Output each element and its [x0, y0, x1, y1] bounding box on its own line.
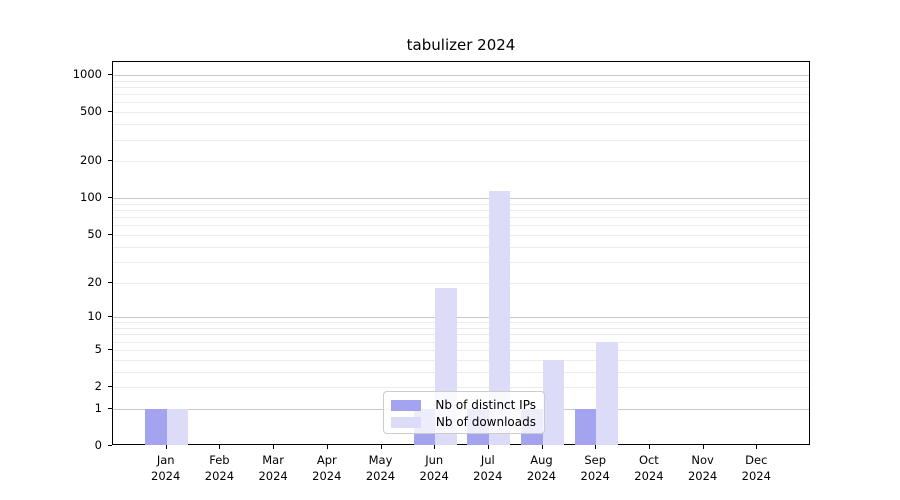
x-tick: [702, 445, 704, 449]
gridline: [113, 87, 809, 88]
y-axis-tick-label: 0: [94, 438, 102, 452]
y-tick: [108, 348, 112, 350]
bar-jul-downloads: [488, 190, 511, 445]
x-tick: [326, 445, 328, 449]
x-axis-tick-label: Feb 2024: [204, 453, 235, 483]
x-tick: [541, 445, 543, 449]
gridline: [113, 198, 809, 200]
y-tick: [108, 74, 112, 75]
bar-aug-downloads: [542, 359, 564, 445]
gridline: [113, 124, 809, 126]
x-tick: [648, 445, 650, 449]
gridline: [113, 203, 809, 205]
legend-entry-downloads: Nb of downloads: [391, 414, 536, 430]
x-axis-tick-label: Nov 2024: [687, 453, 718, 483]
y-tick: [108, 281, 112, 283]
y-tick: [108, 111, 112, 113]
gridline: [113, 102, 809, 104]
gridline: [113, 359, 809, 361]
gridline: [113, 349, 809, 351]
x-axis-tick-label: Apr 2024: [312, 453, 342, 483]
bar-jan-downloads: [166, 408, 189, 445]
y-tick: [108, 233, 112, 235]
legend-swatch-downloads: [391, 416, 421, 428]
legend-swatch-distinct-ips: [391, 399, 421, 411]
legend-label-downloads: Nb of downloads: [435, 415, 536, 429]
gridline: [113, 225, 809, 227]
x-axis-tick-label: Jan 2024: [151, 453, 181, 483]
x-axis-tick-label: May 2024: [365, 453, 396, 483]
x-tick: [219, 445, 221, 449]
gridline: [113, 341, 809, 343]
bar-jan-distinct-ips: [145, 408, 167, 445]
gridline: [113, 139, 809, 141]
y-axis-tick-label: 10: [87, 309, 102, 324]
x-tick: [756, 445, 758, 449]
y-axis-tick-label: 500: [80, 104, 102, 119]
y-axis-tick-label: 1000: [72, 67, 102, 81]
x-axis-tick-label: Dec 2024: [741, 453, 771, 483]
y-axis-tick-label: 100: [80, 190, 102, 205]
y-tick: [108, 445, 112, 446]
gridline: [113, 210, 809, 211]
gridline: [113, 112, 809, 114]
gridline: [113, 234, 809, 236]
y-tick: [108, 160, 112, 162]
x-axis-tick-label: Jun 2024: [419, 453, 449, 483]
chart-title: tabulizer 2024: [406, 36, 516, 54]
gridline: [113, 246, 809, 248]
x-tick: [434, 445, 436, 449]
gridline: [113, 328, 809, 329]
gridline: [113, 75, 809, 76]
y-axis-tick-label: 200: [80, 153, 102, 168]
gridline: [113, 371, 809, 373]
gridline: [113, 161, 809, 163]
gridline: [113, 261, 809, 263]
x-tick: [273, 445, 275, 449]
gridline: [113, 387, 809, 388]
legend-label-distinct-ips: Nb of distinct IPs: [435, 398, 536, 412]
gridline: [113, 80, 809, 82]
plot-area: [112, 61, 810, 445]
y-axis-tick-label: 20: [87, 274, 102, 289]
y-axis-tick-label: 50: [87, 226, 102, 241]
y-axis-tick-label: 1: [94, 400, 102, 415]
gridline: [113, 334, 809, 336]
legend: Nb of distinct IPs Nb of downloads: [383, 391, 545, 434]
y-tick: [108, 316, 112, 318]
x-tick: [380, 445, 382, 449]
gridline: [113, 317, 809, 319]
x-tick: [487, 445, 489, 449]
y-tick: [108, 407, 112, 409]
x-axis-tick-label: Jul 2024: [473, 453, 503, 483]
x-tick: [165, 445, 167, 449]
y-axis-tick-label: 2: [94, 379, 102, 393]
gridline: [113, 282, 809, 284]
x-axis-tick-label: Aug 2024: [526, 453, 557, 483]
gridline: [113, 94, 809, 96]
bar-sep-distinct-ips: [574, 408, 597, 445]
x-axis-tick-label: Oct 2024: [634, 453, 664, 483]
legend-entry-distinct-ips: Nb of distinct IPs: [391, 397, 536, 413]
x-tick: [595, 445, 597, 449]
gridline: [113, 217, 809, 219]
x-axis-tick-label: Sep 2024: [580, 453, 610, 483]
bar-sep-downloads: [596, 341, 618, 445]
gridline: [113, 322, 809, 324]
x-axis-tick-label: Mar 2024: [258, 453, 288, 483]
y-tick: [108, 197, 112, 199]
y-axis-tick-label: 5: [94, 341, 102, 356]
y-tick: [108, 386, 112, 387]
